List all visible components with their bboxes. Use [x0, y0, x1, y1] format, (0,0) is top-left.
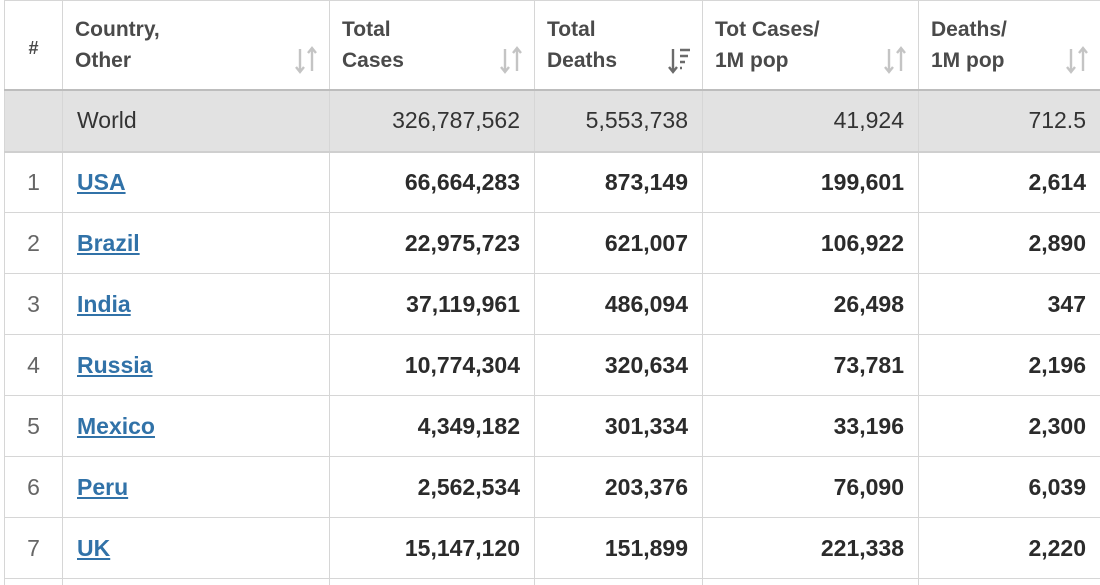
- table-row: 3 India 37,119,961 486,094 26,498 347: [5, 274, 1100, 335]
- world-deaths-per-1m-cell: 712.5: [919, 90, 1100, 152]
- deaths-per-1m-cell: 2,220: [919, 518, 1100, 579]
- country-cell: India: [63, 274, 330, 335]
- sort-both-icon[interactable]: [498, 45, 524, 75]
- row-index-cell: 3: [5, 274, 63, 335]
- total-cases-cell: 2,562,534: [330, 457, 535, 518]
- country-link[interactable]: USA: [77, 169, 126, 195]
- country-cell: Peru: [63, 457, 330, 518]
- tot-cases-per-1m-cell: 221,338: [703, 518, 919, 579]
- tot-cases-per-1m-cell: 33,196: [703, 396, 919, 457]
- country-link[interactable]: India: [77, 291, 131, 317]
- total-cases-cell: 15,147,120: [330, 518, 535, 579]
- total-deaths-cell: 621,007: [535, 213, 703, 274]
- country-link[interactable]: Mexico: [77, 413, 155, 439]
- deaths-per-1m-cell: 2,300: [919, 396, 1100, 457]
- total-cases-cell: 4,349,182: [330, 396, 535, 457]
- row-index-cell: 1: [5, 152, 63, 213]
- table-cell: [919, 579, 1100, 585]
- country-cell: USA: [63, 152, 330, 213]
- total-deaths-cell: 301,334: [535, 396, 703, 457]
- sort-descending-active-icon[interactable]: [666, 45, 692, 75]
- sort-both-icon[interactable]: [1064, 45, 1090, 75]
- table-cell: [703, 579, 919, 585]
- row-index-cell: 4: [5, 335, 63, 396]
- table-cell: [5, 579, 63, 585]
- total-deaths-cell: 320,634: [535, 335, 703, 396]
- country-link[interactable]: Peru: [77, 474, 128, 500]
- sort-both-icon[interactable]: [293, 45, 319, 75]
- tot-cases-per-1m-cell: 26,498: [703, 274, 919, 335]
- table-row: 7 UK 15,147,120 151,899 221,338 2,220: [5, 518, 1100, 579]
- country-cell: Brazil: [63, 213, 330, 274]
- world-total-deaths-cell: 5,553,738: [535, 90, 703, 152]
- table-cell: [330, 579, 535, 585]
- row-index-cell: 6: [5, 457, 63, 518]
- table-row: 6 Peru 2,562,534 203,376 76,090 6,039: [5, 457, 1100, 518]
- total-deaths-cell: 203,376: [535, 457, 703, 518]
- world-total-row: World 326,787,562 5,553,738 41,924 712.5: [5, 90, 1100, 152]
- tot-cases-per-1m-cell: 199,601: [703, 152, 919, 213]
- total-cases-cell: 22,975,723: [330, 213, 535, 274]
- table-row-partial: [5, 579, 1100, 585]
- index-column-header: #: [5, 1, 63, 90]
- deaths-per-1m-cell: 6,039: [919, 457, 1100, 518]
- total-cases-cell: 37,119,961: [330, 274, 535, 335]
- country-cell: UK: [63, 518, 330, 579]
- country-link[interactable]: UK: [77, 535, 110, 561]
- country-cell: Russia: [63, 335, 330, 396]
- world-total-cases-cell: 326,787,562: [330, 90, 535, 152]
- tot-cases-per-1m-column-header[interactable]: Tot Cases/1M pop: [703, 1, 919, 90]
- table-row: 5 Mexico 4,349,182 301,334 33,196 2,300: [5, 396, 1100, 457]
- total-deaths-cell: 151,899: [535, 518, 703, 579]
- deaths-per-1m-cell: 2,196: [919, 335, 1100, 396]
- table-cell: [535, 579, 703, 585]
- world-index-cell: [5, 90, 63, 152]
- country-column-header[interactable]: Country,Other: [63, 1, 330, 90]
- sort-both-icon[interactable]: [882, 45, 908, 75]
- tot-cases-per-1m-cell: 76,090: [703, 457, 919, 518]
- deaths-per-1m-cell: 2,890: [919, 213, 1100, 274]
- row-index-cell: 2: [5, 213, 63, 274]
- tot-cases-per-1m-cell: 73,781: [703, 335, 919, 396]
- country-link[interactable]: Brazil: [77, 230, 140, 256]
- table-cell: [63, 579, 330, 585]
- deaths-per-1m-cell: 347: [919, 274, 1100, 335]
- tot-cases-per-1m-cell: 106,922: [703, 213, 919, 274]
- table-row: 4 Russia 10,774,304 320,634 73,781 2,196: [5, 335, 1100, 396]
- total-cases-cell: 10,774,304: [330, 335, 535, 396]
- total-cases-cell: 66,664,283: [330, 152, 535, 213]
- country-link[interactable]: Russia: [77, 352, 152, 378]
- deaths-per-1m-column-header[interactable]: Deaths/1M pop: [919, 1, 1100, 90]
- total-deaths-cell: 486,094: [535, 274, 703, 335]
- row-index-cell: 5: [5, 396, 63, 457]
- world-name-cell: World: [63, 90, 330, 152]
- deaths-per-1m-cell: 2,614: [919, 152, 1100, 213]
- table-row: 1 USA 66,664,283 873,149 199,601 2,614: [5, 152, 1100, 213]
- total-deaths-cell: 873,149: [535, 152, 703, 213]
- country-cell: Mexico: [63, 396, 330, 457]
- world-tot-cases-per-1m-cell: 41,924: [703, 90, 919, 152]
- table-row: 2 Brazil 22,975,723 621,007 106,922 2,89…: [5, 213, 1100, 274]
- row-index-cell: 7: [5, 518, 63, 579]
